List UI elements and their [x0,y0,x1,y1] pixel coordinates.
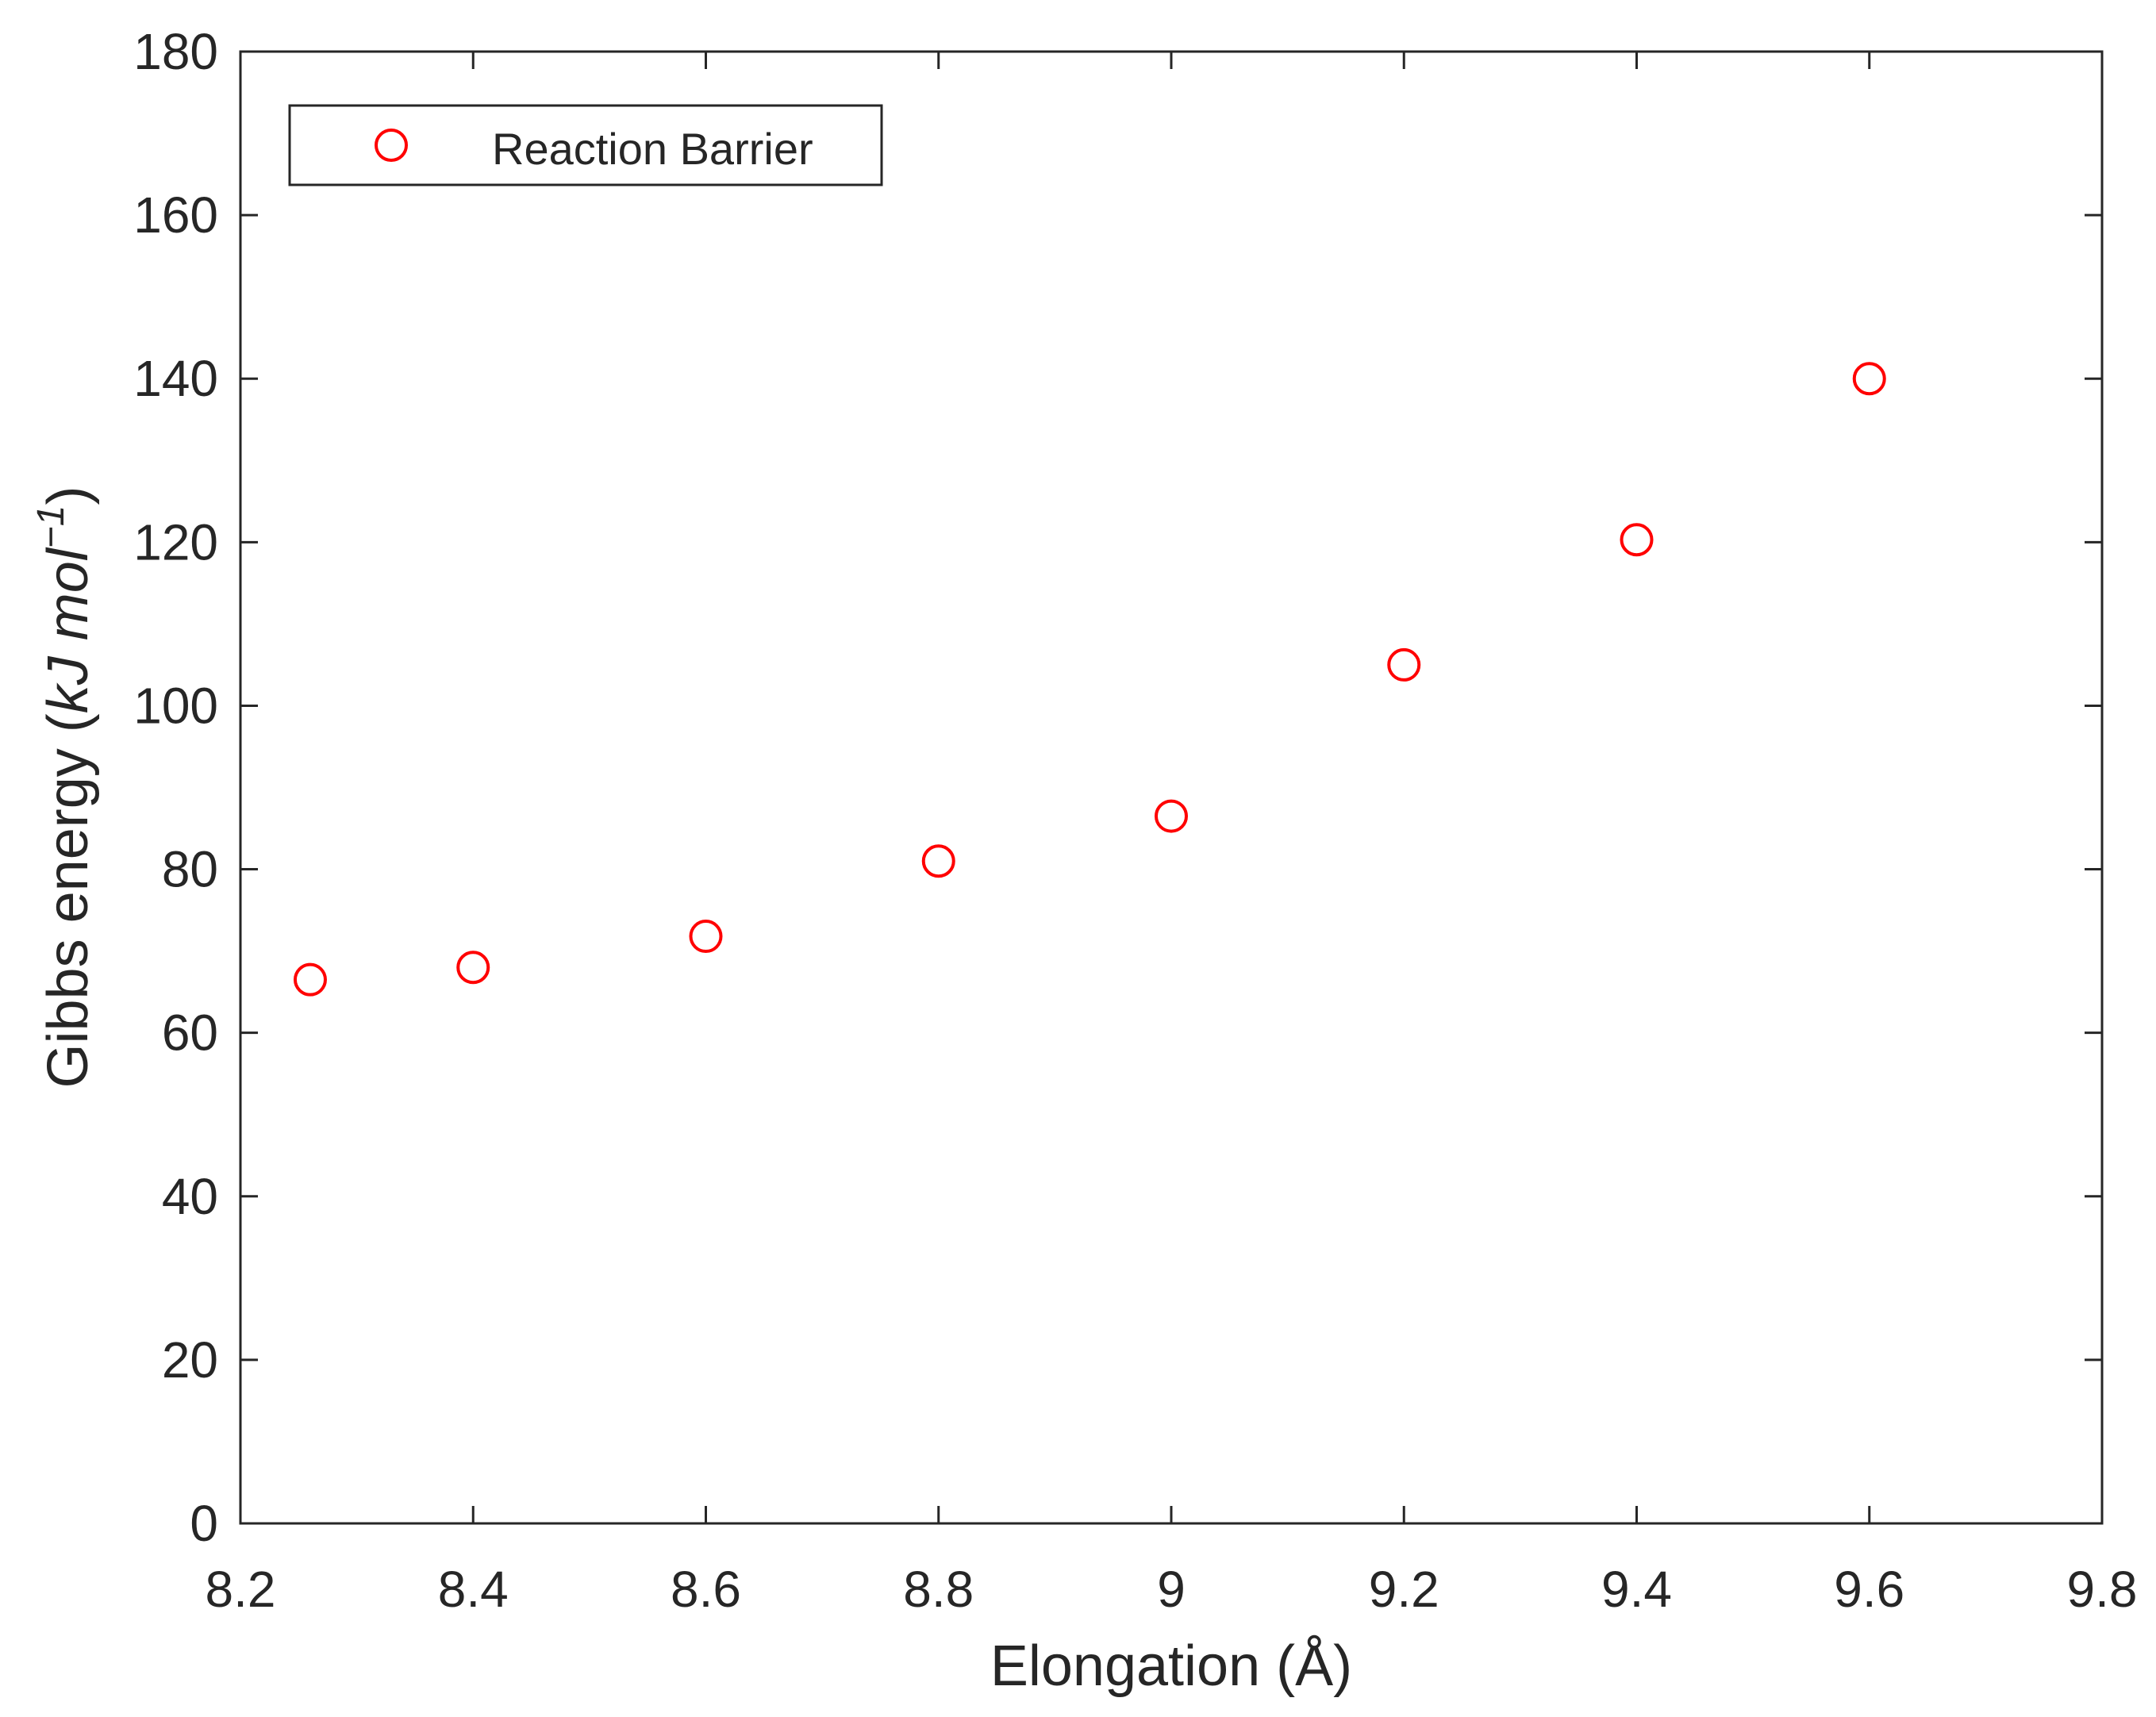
x-tick-label: 9.2 [1369,1561,1439,1618]
data-point [293,962,327,997]
legend-box [288,104,883,186]
data-point [1155,799,1188,833]
legend-marker-icon [375,129,408,162]
y-tick-label: 160 [133,186,218,244]
data-point [689,920,723,954]
y-tick-label: 20 [162,1331,218,1389]
data-point [1620,523,1654,557]
x-tick-label: 9.4 [1601,1561,1672,1618]
x-tick-label: 8.8 [903,1561,974,1618]
y-axis-label: Gibbs energy (kJ mol−1) [30,486,100,1089]
x-tick-label: 8.6 [671,1561,741,1618]
x-tick-labels: 8.2 8.4 8.6 8.8 9 9.2 9.4 9.6 9.8 [206,1561,2138,1618]
y-axis-label-prefix: Gibbs energy ( [37,713,100,1088]
data-point [456,951,490,985]
y-tick-label: 140 [133,350,218,407]
x-tick-label: 9.6 [1834,1561,1904,1618]
y-tick-label: 80 [162,841,218,898]
legend: Reaction Barrier [288,104,883,186]
x-tick-label: 9.8 [2067,1561,2138,1618]
tick-marks [239,50,2104,1525]
legend-label: Reaction Barrier [492,124,813,174]
data-point [1852,362,1886,396]
x-axis-label: Elongation (Å) [990,1634,1352,1698]
data-point [1387,647,1421,682]
y-tick-labels: 0 20 40 60 80 100 120 140 160 180 [133,23,218,1552]
y-tick-label: 40 [162,1168,218,1225]
x-tick-label: 9 [1157,1561,1186,1618]
y-axis-label-unit: kJ mol [37,547,100,713]
y-axis-label-exponent: −1 [30,505,72,549]
y-axis-label-suffix: ) [37,486,100,505]
y-tick-label: 60 [162,1004,218,1062]
y-tick-label: 0 [190,1495,218,1552]
y-tick-label: 120 [133,513,218,570]
y-tick-label: 180 [133,23,218,80]
data-point [921,844,955,878]
y-tick-label: 100 [133,677,218,734]
plot-area [239,50,2104,1525]
x-tick-label: 8.4 [438,1561,509,1618]
x-tick-label: 8.2 [206,1561,276,1618]
data-points [293,362,1886,997]
